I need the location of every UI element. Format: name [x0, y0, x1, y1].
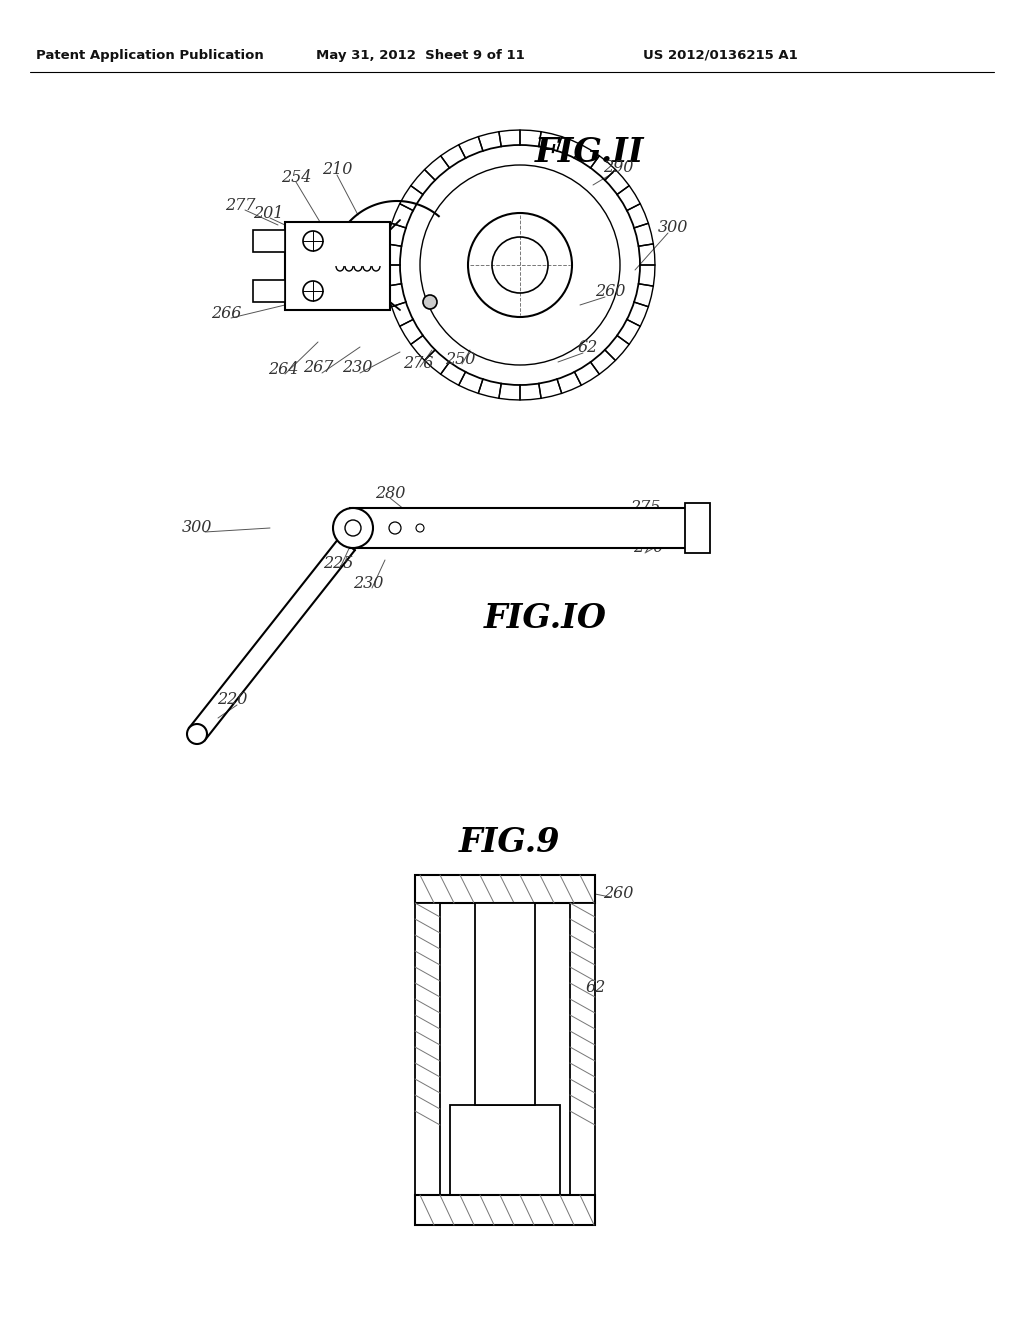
- Text: 276: 276: [402, 355, 433, 371]
- Circle shape: [389, 521, 401, 535]
- Text: 275: 275: [630, 499, 660, 516]
- Bar: [253, 230, 285, 252]
- Text: 62: 62: [586, 979, 606, 997]
- Bar: [350, 508, 695, 548]
- Text: 266: 266: [211, 305, 242, 322]
- Circle shape: [345, 520, 361, 536]
- Text: FIG.IO: FIG.IO: [483, 602, 606, 635]
- Bar: [415, 1195, 595, 1225]
- Text: FIG.9: FIG.9: [459, 826, 561, 859]
- Text: 280: 280: [375, 484, 406, 502]
- Text: 277: 277: [225, 197, 255, 214]
- Text: 290: 290: [603, 160, 633, 177]
- Circle shape: [423, 294, 437, 309]
- Text: 300: 300: [657, 219, 688, 236]
- Bar: [450, 1105, 560, 1195]
- Text: FIG.II: FIG.II: [536, 136, 645, 169]
- Text: 225: 225: [323, 554, 353, 572]
- Text: US 2012/0136215 A1: US 2012/0136215 A1: [643, 49, 798, 62]
- Circle shape: [416, 524, 424, 532]
- Text: 201: 201: [253, 205, 284, 222]
- Text: 220: 220: [217, 692, 247, 709]
- Bar: [285, 222, 390, 310]
- Text: 230: 230: [353, 574, 383, 591]
- Bar: [253, 280, 285, 302]
- Circle shape: [303, 231, 323, 251]
- Text: 62: 62: [578, 339, 598, 356]
- Bar: [685, 503, 710, 553]
- Text: 260: 260: [595, 284, 626, 301]
- Text: 254: 254: [281, 169, 311, 186]
- Circle shape: [333, 508, 373, 548]
- Text: 300: 300: [182, 519, 212, 536]
- Text: 270: 270: [633, 540, 664, 557]
- Bar: [415, 875, 595, 903]
- Text: 267: 267: [303, 359, 333, 376]
- Text: 210: 210: [322, 161, 352, 178]
- Text: Patent Application Publication: Patent Application Publication: [36, 49, 264, 62]
- Text: 230: 230: [342, 359, 372, 376]
- Text: 264: 264: [268, 362, 298, 379]
- Text: 260: 260: [603, 884, 633, 902]
- Text: May 31, 2012  Sheet 9 of 11: May 31, 2012 Sheet 9 of 11: [315, 49, 524, 62]
- Bar: [570, 903, 595, 1199]
- Bar: [415, 903, 440, 1199]
- Circle shape: [303, 281, 323, 301]
- Circle shape: [187, 723, 207, 744]
- Text: 250: 250: [444, 351, 475, 368]
- Bar: [475, 903, 535, 1105]
